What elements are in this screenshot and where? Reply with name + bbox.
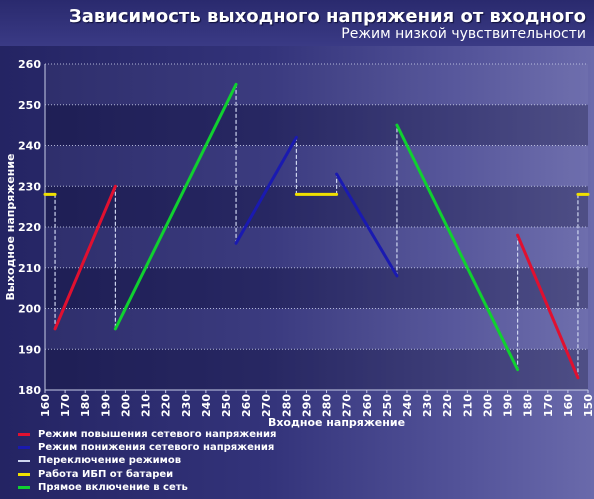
series-segment-e01030-1 xyxy=(516,233,580,380)
x-tick-label: 170 xyxy=(59,394,72,417)
x-tick-label: 260 xyxy=(240,394,253,417)
x-tick-label: 150 xyxy=(582,394,594,417)
y-tick-label: 210 xyxy=(18,262,41,275)
x-tick-label: 190 xyxy=(99,394,112,417)
legend-swatch-battery xyxy=(18,472,30,476)
title-bar xyxy=(0,0,594,46)
x-tick-label: 210 xyxy=(140,394,153,417)
y-tick-label: 180 xyxy=(18,384,41,397)
legend-label-buck: Режим понижения сетевого напряжения xyxy=(38,442,275,454)
series-segment-e01030-0 xyxy=(53,184,117,331)
x-tick-label: 160 xyxy=(562,394,575,417)
series-segment-10d030-1 xyxy=(395,123,520,372)
legend-item-switching: Переключение режимов xyxy=(18,454,276,467)
x-tick-label: 210 xyxy=(461,394,474,417)
x-tick-label: 270 xyxy=(341,394,354,417)
x-tick-label: 200 xyxy=(119,394,132,417)
x-tick-label: 180 xyxy=(522,394,535,417)
series-segment-1a1ab0-1 xyxy=(335,172,399,278)
legend-swatch-direct xyxy=(18,485,30,489)
grid-band xyxy=(45,145,588,187)
legend-swatch-buck xyxy=(18,446,30,450)
x-tick-label: 190 xyxy=(502,394,515,417)
legend-swatch-boost xyxy=(18,433,30,437)
y-tick-label: 230 xyxy=(18,180,41,193)
x-tick-label: 260 xyxy=(361,394,374,417)
legend-item-battery: Работа ИБП от батареи xyxy=(18,468,276,481)
legend-item-buck: Режим понижения сетевого напряжения xyxy=(18,441,276,454)
legend-label-direct: Прямое включение в сеть xyxy=(38,481,188,493)
y-tick-label: 200 xyxy=(18,303,41,316)
x-axis-title: Входное напряжение xyxy=(268,416,405,429)
y-tick-label: 190 xyxy=(18,343,41,356)
grid-band xyxy=(45,227,588,268)
grid-band xyxy=(45,267,588,309)
y-tick-label: 240 xyxy=(18,140,41,153)
grid-band xyxy=(45,104,588,146)
x-tick-label: 160 xyxy=(39,394,52,417)
y-tick-label: 250 xyxy=(18,99,41,112)
legend-swatch-switching xyxy=(18,459,30,462)
x-tick-label: 220 xyxy=(441,394,454,417)
y-tick-label: 220 xyxy=(18,221,41,234)
x-tick-label: 250 xyxy=(381,394,394,417)
series-segment-10d030-0 xyxy=(113,82,238,331)
x-tick-label: 290 xyxy=(300,394,313,417)
x-tick-label: 280 xyxy=(321,394,334,417)
x-tick-label: 280 xyxy=(280,394,293,417)
x-tick-label: 180 xyxy=(79,394,92,417)
legend-label-battery: Работа ИБП от батареи xyxy=(38,468,174,480)
legend-label-boost: Режим повышения сетевого напряжения xyxy=(38,429,277,441)
y-tick-label: 260 xyxy=(18,58,41,71)
x-tick-label: 270 xyxy=(260,394,273,417)
y-axis-title: Выходное напряжение xyxy=(4,153,17,300)
x-tick-label: 240 xyxy=(401,394,414,417)
chart-title: Зависимость выходного напряжения от вход… xyxy=(68,6,586,27)
legend-label-switching: Переключение режимов xyxy=(38,455,182,467)
x-tick-label: 230 xyxy=(180,394,193,417)
legend-item-direct: Прямое включение в сеть xyxy=(18,481,276,494)
x-tick-label: 170 xyxy=(542,394,555,417)
grid-band xyxy=(45,308,588,350)
series-segment-1a1ab0-0 xyxy=(234,135,298,245)
legend: Режим повышения сетевого напряжения Режи… xyxy=(18,428,276,494)
grid-band xyxy=(45,349,588,390)
chart-subtitle: Режим низкой чувствительности xyxy=(341,26,586,42)
x-tick-label: 250 xyxy=(220,394,233,417)
legend-item-boost: Режим повышения сетевого напряжения xyxy=(18,428,276,441)
x-tick-label: 240 xyxy=(200,394,213,417)
grid-band xyxy=(45,186,588,227)
grid-band xyxy=(45,64,588,105)
x-tick-label: 230 xyxy=(421,394,434,417)
x-tick-label: 200 xyxy=(481,394,494,417)
x-tick-label: 220 xyxy=(160,394,173,417)
